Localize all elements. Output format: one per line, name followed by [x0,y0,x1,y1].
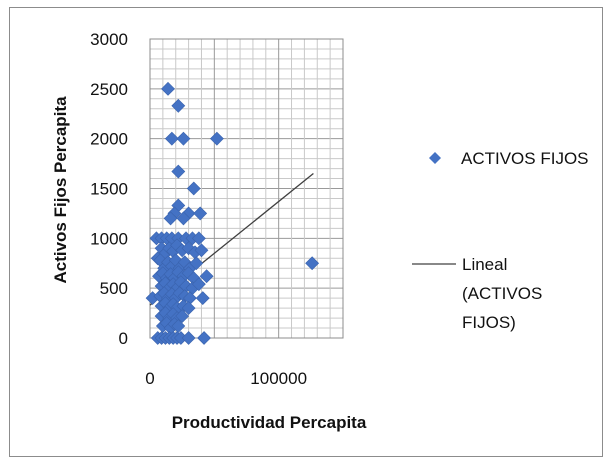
data-point [175,309,190,323]
legend-label-trendline-line-1: Lineal [462,255,507,274]
legend-label-activos-fijos: ACTIVOS FIJOS [461,149,589,168]
data-point [161,81,175,96]
data-point [199,269,214,284]
y-tick-label: 3000 [90,30,128,49]
y-tick-label: 500 [100,279,128,298]
data-point [176,131,191,146]
x-tick-labels: 0 100000 [145,369,307,388]
data-point [305,256,320,271]
data-point [194,243,209,258]
data-point [191,277,206,292]
data-point [181,301,196,316]
data-point [163,211,178,226]
data-point [181,331,196,345]
chart-area [9,7,603,457]
data-point [189,256,204,271]
y-tick-label: 2500 [90,80,128,99]
data-point [191,231,206,246]
x-axis-title: Productividad Percapita [172,413,367,432]
data-point [197,331,211,345]
x-tick-label: 100000 [250,369,307,388]
data-points [145,81,320,345]
data-point [209,131,224,146]
data-point [176,211,191,226]
data-point [195,291,210,306]
y-tick-label: 1000 [90,229,128,248]
data-point [164,131,179,146]
y-tick-label: 1500 [90,180,128,199]
y-axis-title: Activos Fijos Percapita [51,96,70,284]
legend: ACTIVOS FIJOS Lineal (ACTIVOS FIJOS) [412,149,589,332]
legend-label-trendline-line-3: FIJOS) [462,313,516,332]
y-tick-label: 0 [119,329,128,348]
data-point [171,98,186,113]
data-point [186,181,201,196]
y-tick-labels: 0 500 1000 1500 2000 2500 3000 [90,30,128,348]
y-tick-label: 2000 [90,130,128,149]
data-point [193,206,208,221]
legend-marker-diamond-icon [429,152,441,164]
legend-label-trendline-line-2: (ACTIVOS [462,284,542,303]
x-tick-label: 0 [145,369,154,388]
plot-area-border [149,38,344,339]
data-point [171,164,186,179]
